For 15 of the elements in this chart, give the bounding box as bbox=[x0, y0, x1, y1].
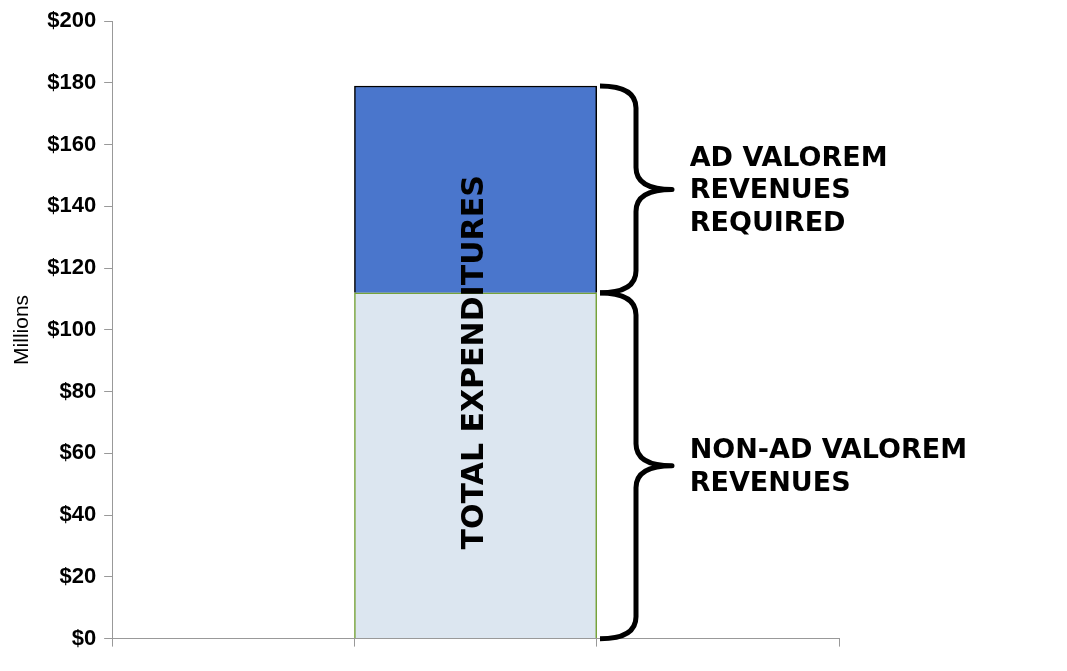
y-tick-label: $100 bbox=[47, 315, 97, 341]
y-tick-label: $180 bbox=[47, 69, 97, 94]
y-tick-label: $20 bbox=[59, 562, 97, 588]
y-tick-label: $0 bbox=[71, 624, 97, 650]
y-tick-label: $60 bbox=[59, 439, 97, 465]
y-tick-label: $40 bbox=[59, 501, 97, 527]
annotation: AD VALOREM REVENUES REQUIRED bbox=[689, 140, 889, 239]
y-tick-label: $160 bbox=[47, 130, 97, 156]
y-axis-title: Millions bbox=[9, 294, 33, 365]
annotation: NON-AD VALOREM REVENUES bbox=[689, 433, 969, 498]
annotation: TOTAL EXPENDITURES bbox=[455, 175, 491, 550]
y-tick-label: $200 bbox=[47, 7, 97, 33]
y-tick-label: $140 bbox=[47, 192, 97, 218]
y-tick-label: $80 bbox=[59, 377, 97, 403]
y-tick-label: $120 bbox=[47, 254, 97, 280]
